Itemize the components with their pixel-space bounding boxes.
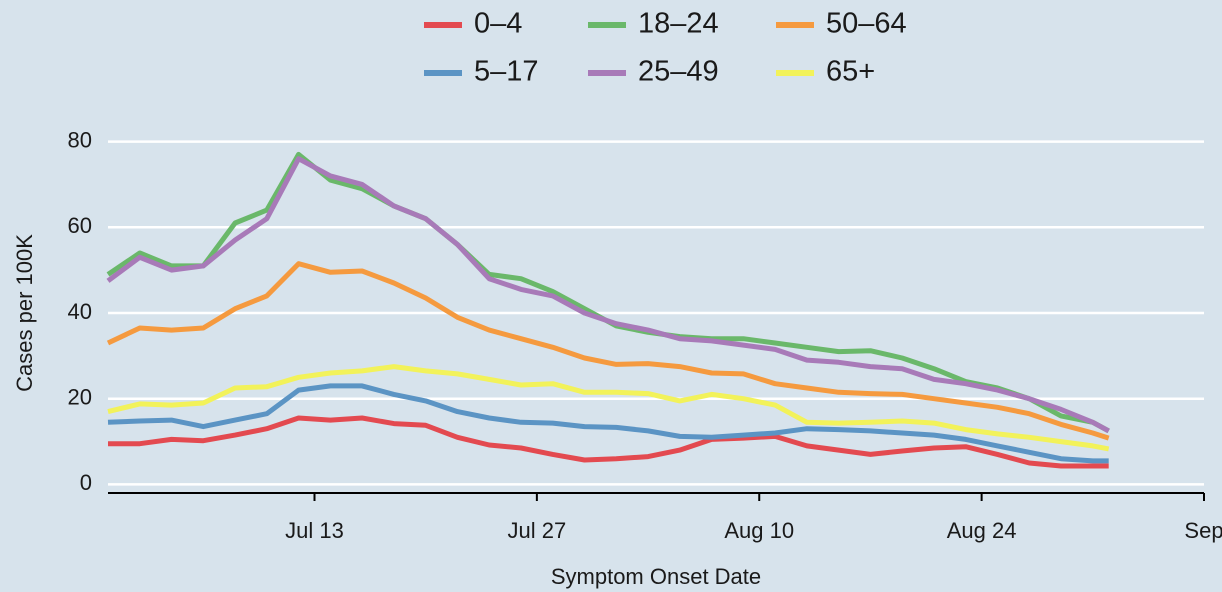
series-line [108, 415, 1109, 469]
y-tick-label: 20 [68, 385, 92, 410]
series-line [106, 261, 1110, 441]
series-line [106, 156, 1110, 434]
y-tick-label: 80 [68, 127, 92, 152]
series-line [107, 364, 1110, 452]
y-tick-label: 0 [80, 470, 92, 495]
legend-label: 50–64 [826, 8, 907, 40]
legend-label: 0–4 [474, 8, 522, 40]
x-axis-label: Symptom Onset Date [551, 564, 761, 589]
legend-label: 25–49 [638, 56, 719, 88]
x-tick-label: Aug 10 [724, 518, 794, 543]
x-tick-label: Aug 24 [947, 518, 1017, 543]
x-tick-label: Jul 13 [285, 518, 344, 543]
x-tick-label: Sep [1184, 518, 1222, 543]
series-line [107, 383, 1109, 464]
x-tick-label: Jul 27 [508, 518, 567, 543]
y-tick-label: 60 [68, 213, 92, 238]
legend-label: 18–24 [638, 8, 719, 40]
legend-label: 5–17 [474, 56, 539, 88]
y-axis-label: Cases per 100K [12, 234, 37, 392]
y-tick-label: 40 [68, 299, 92, 324]
legend-label: 65+ [826, 56, 875, 88]
